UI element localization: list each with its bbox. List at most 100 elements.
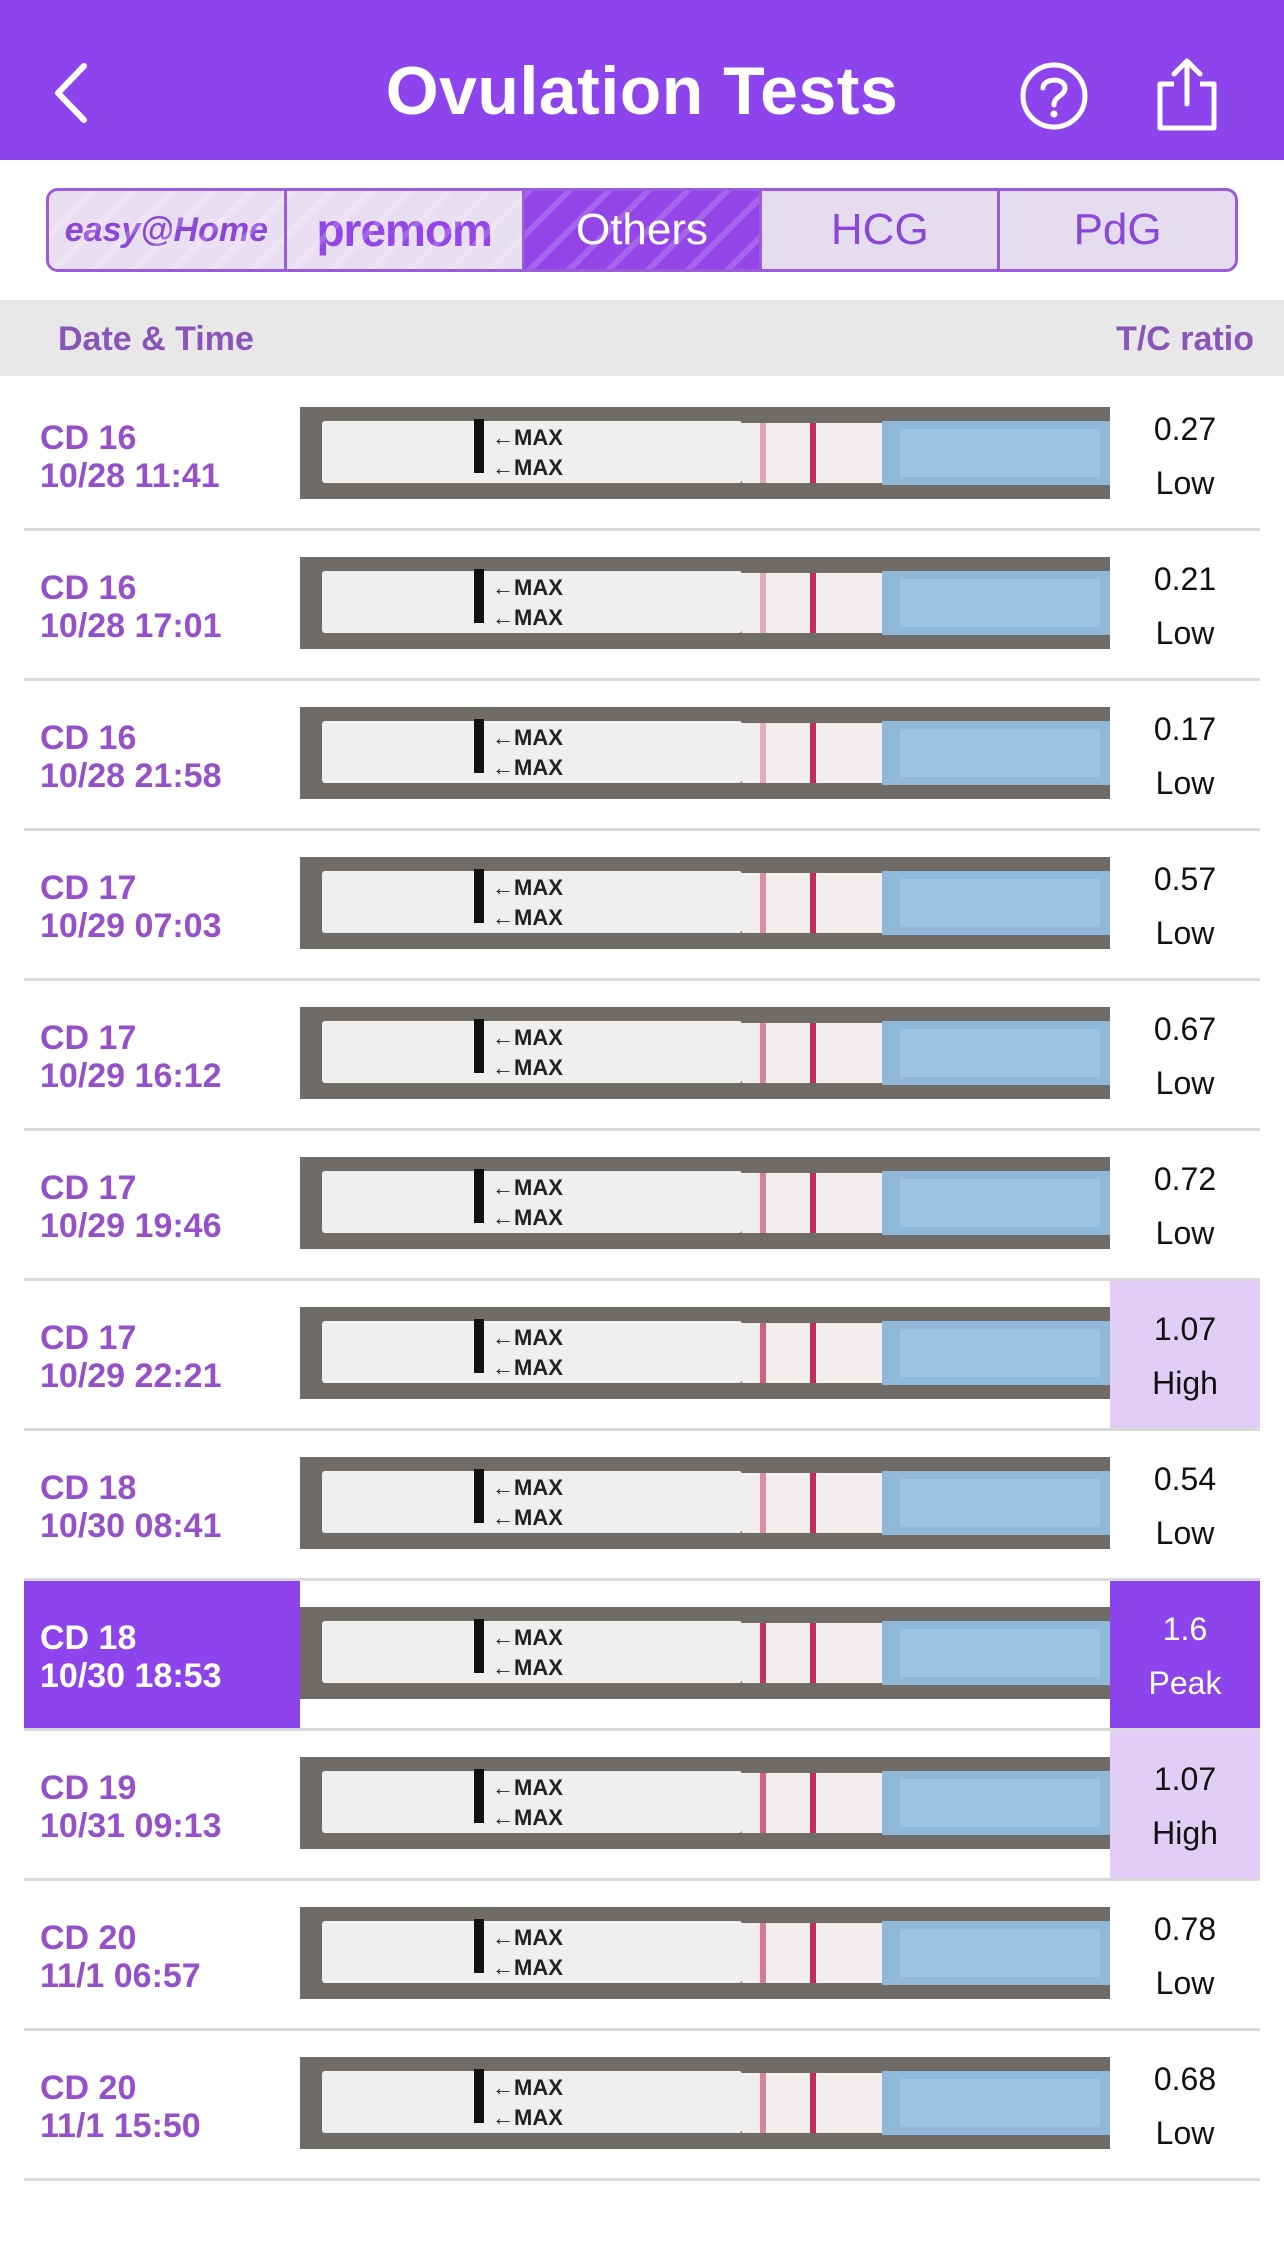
control-line — [810, 1323, 816, 1383]
row-divider — [24, 528, 1260, 531]
tab-pattern — [49, 191, 284, 269]
strip-body — [322, 1021, 742, 1083]
test-row[interactable]: CD 17 10/29 07:03 ←MAX ←MAX 0.57 Low — [0, 831, 1284, 981]
test-row[interactable]: CD 20 11/1 15:50 ←MAX ←MAX 0.68 Low — [0, 2031, 1284, 2181]
tc-ratio-value: 1.6 — [1162, 1611, 1208, 1647]
date-cell: CD 20 11/1 15:50 — [24, 2031, 300, 2178]
max-label: ←MAX — [492, 875, 563, 900]
tc-ratio-level: Low — [1155, 765, 1215, 801]
test-datetime: 10/28 11:41 — [40, 457, 220, 495]
max-label: ←MAX — [492, 575, 563, 600]
app-header: Ovulation Tests — [0, 0, 1284, 160]
test-strip-photo[interactable]: ←MAX ←MAX — [300, 557, 1110, 649]
max-label: ←MAX — [492, 1355, 563, 1380]
control-line — [810, 1023, 816, 1083]
column-date-time: Date & Time — [58, 320, 254, 358]
share-icon — [1157, 58, 1217, 131]
max-label: ←MAX — [492, 2075, 563, 2100]
test-strip-photo[interactable]: ←MAX ←MAX — [300, 1907, 1110, 1999]
test-line — [760, 873, 766, 933]
max-label: ←MAX — [492, 1055, 563, 1080]
row-divider — [24, 1578, 1260, 1581]
test-row[interactable]: CD 17 10/29 16:12 ←MAX ←MAX 0.67 Low — [0, 981, 1284, 1131]
share-button[interactable] — [1152, 56, 1222, 134]
row-divider — [24, 1728, 1260, 1731]
easy-at-home-logo: easy@Home — [64, 210, 269, 249]
date-cell: CD 20 11/1 06:57 — [24, 1881, 300, 2028]
tc-ratio-value: 0.67 — [1153, 1011, 1217, 1047]
cycle-day: CD 17 — [40, 1319, 137, 1357]
test-datetime: 10/29 07:03 — [40, 907, 222, 945]
cycle-day: CD 18 — [40, 1469, 137, 1507]
test-row[interactable]: CD 17 10/29 22:21 ←MAX ←MAX 1.07 High — [0, 1281, 1284, 1431]
date-cell: CD 17 10/29 07:03 — [24, 831, 300, 978]
tab-easy-at-home[interactable]: easy@Home — [49, 191, 287, 269]
test-row[interactable]: CD 16 10/28 21:58 ←MAX ←MAX 0.17 Low — [0, 681, 1284, 831]
tab-premom[interactable]: premom — [286, 191, 525, 269]
test-line — [760, 723, 766, 783]
test-row[interactable]: CD 20 11/1 06:57 ←MAX ←MAX 0.78 Low — [0, 1881, 1284, 2031]
back-button[interactable] — [48, 58, 98, 128]
test-strip-photo[interactable]: ←MAX ←MAX — [300, 1607, 1110, 1699]
date-cell: CD 16 10/28 21:58 — [24, 681, 300, 828]
test-strip-photo[interactable]: ←MAX ←MAX — [300, 1007, 1110, 1099]
cycle-day: CD 20 — [40, 1919, 137, 1957]
max-label: ←MAX — [492, 1025, 563, 1050]
strip-body — [322, 721, 742, 783]
ratio-cell: 0.17 Low — [1110, 681, 1260, 828]
tab-pdg[interactable]: PdG — [1000, 191, 1235, 269]
date-cell: CD 17 10/29 19:46 — [24, 1131, 300, 1278]
absorbent-pad-inner — [900, 1479, 1100, 1527]
control-line — [810, 873, 816, 933]
test-row[interactable]: CD 19 10/31 09:13 ←MAX ←MAX 1.07 High — [0, 1731, 1284, 1881]
row-divider — [24, 1278, 1260, 1281]
tc-ratio-level: Low — [1155, 915, 1215, 951]
absorbent-pad-inner — [900, 429, 1100, 477]
max-marker — [474, 719, 484, 773]
test-datetime: 10/29 16:12 — [40, 1057, 222, 1095]
test-strip-photo[interactable]: ←MAX ←MAX — [300, 1157, 1110, 1249]
test-strip-photo[interactable]: ←MAX ←MAX — [300, 407, 1110, 499]
cycle-day: CD 19 — [40, 1769, 137, 1807]
test-line — [760, 2073, 766, 2133]
test-row[interactable]: CD 17 10/29 19:46 ←MAX ←MAX 0.72 Low — [0, 1131, 1284, 1281]
test-strip-photo[interactable]: ←MAX ←MAX — [300, 1307, 1110, 1399]
date-cell: CD 16 10/28 11:41 — [24, 381, 300, 528]
tc-ratio-value: 0.54 — [1153, 1461, 1217, 1497]
absorbent-pad-inner — [900, 1329, 1100, 1377]
tc-ratio-value: 1.07 — [1153, 1311, 1217, 1347]
test-datetime: 10/30 08:41 — [40, 1507, 222, 1545]
ratio-cell: 1.07 High — [1110, 1731, 1260, 1878]
tc-ratio-level: Low — [1155, 1965, 1215, 2001]
test-strip-photo[interactable]: ←MAX ←MAX — [300, 1757, 1110, 1849]
strip-body — [322, 871, 742, 933]
absorbent-pad-inner — [900, 1029, 1100, 1077]
test-datetime: 10/31 09:13 — [40, 1807, 222, 1845]
test-row[interactable]: CD 16 10/28 11:41 ←MAX ←MAX 0.27 Low — [0, 381, 1284, 531]
brand-tabs: easy@Home premom Others HCG PdG — [46, 188, 1238, 272]
test-row[interactable]: CD 18 10/30 18:53 ←MAX ←MAX 1.6 Peak — [0, 1581, 1284, 1731]
test-line — [760, 1323, 766, 1383]
max-marker — [474, 1019, 484, 1073]
test-strip-photo[interactable]: ←MAX ←MAX — [300, 2057, 1110, 2149]
test-strip-photo[interactable]: ←MAX ←MAX — [300, 1457, 1110, 1549]
tab-pattern — [524, 191, 760, 269]
tab-others-label: Others — [575, 205, 709, 254]
max-marker — [474, 2069, 484, 2123]
test-row[interactable]: CD 18 10/30 08:41 ←MAX ←MAX 0.54 Low — [0, 1431, 1284, 1581]
tc-ratio-value: 0.57 — [1153, 861, 1217, 897]
tc-ratio-value: 0.78 — [1153, 1911, 1217, 1947]
test-strip-photo[interactable]: ←MAX ←MAX — [300, 857, 1110, 949]
max-label: ←MAX — [492, 605, 563, 630]
test-datetime: 10/30 18:53 — [40, 1657, 222, 1695]
tab-others[interactable]: Others — [524, 191, 763, 269]
row-divider — [24, 678, 1260, 681]
test-line — [760, 1623, 766, 1683]
max-marker — [474, 869, 484, 923]
help-button[interactable] — [1018, 60, 1090, 132]
test-strip-photo[interactable]: ←MAX ←MAX — [300, 707, 1110, 799]
strip-body — [322, 1171, 742, 1233]
tab-hcg[interactable]: HCG — [762, 191, 1001, 269]
test-row[interactable]: CD 16 10/28 17:01 ←MAX ←MAX 0.21 Low — [0, 531, 1284, 681]
premom-logo: premom — [316, 204, 492, 256]
